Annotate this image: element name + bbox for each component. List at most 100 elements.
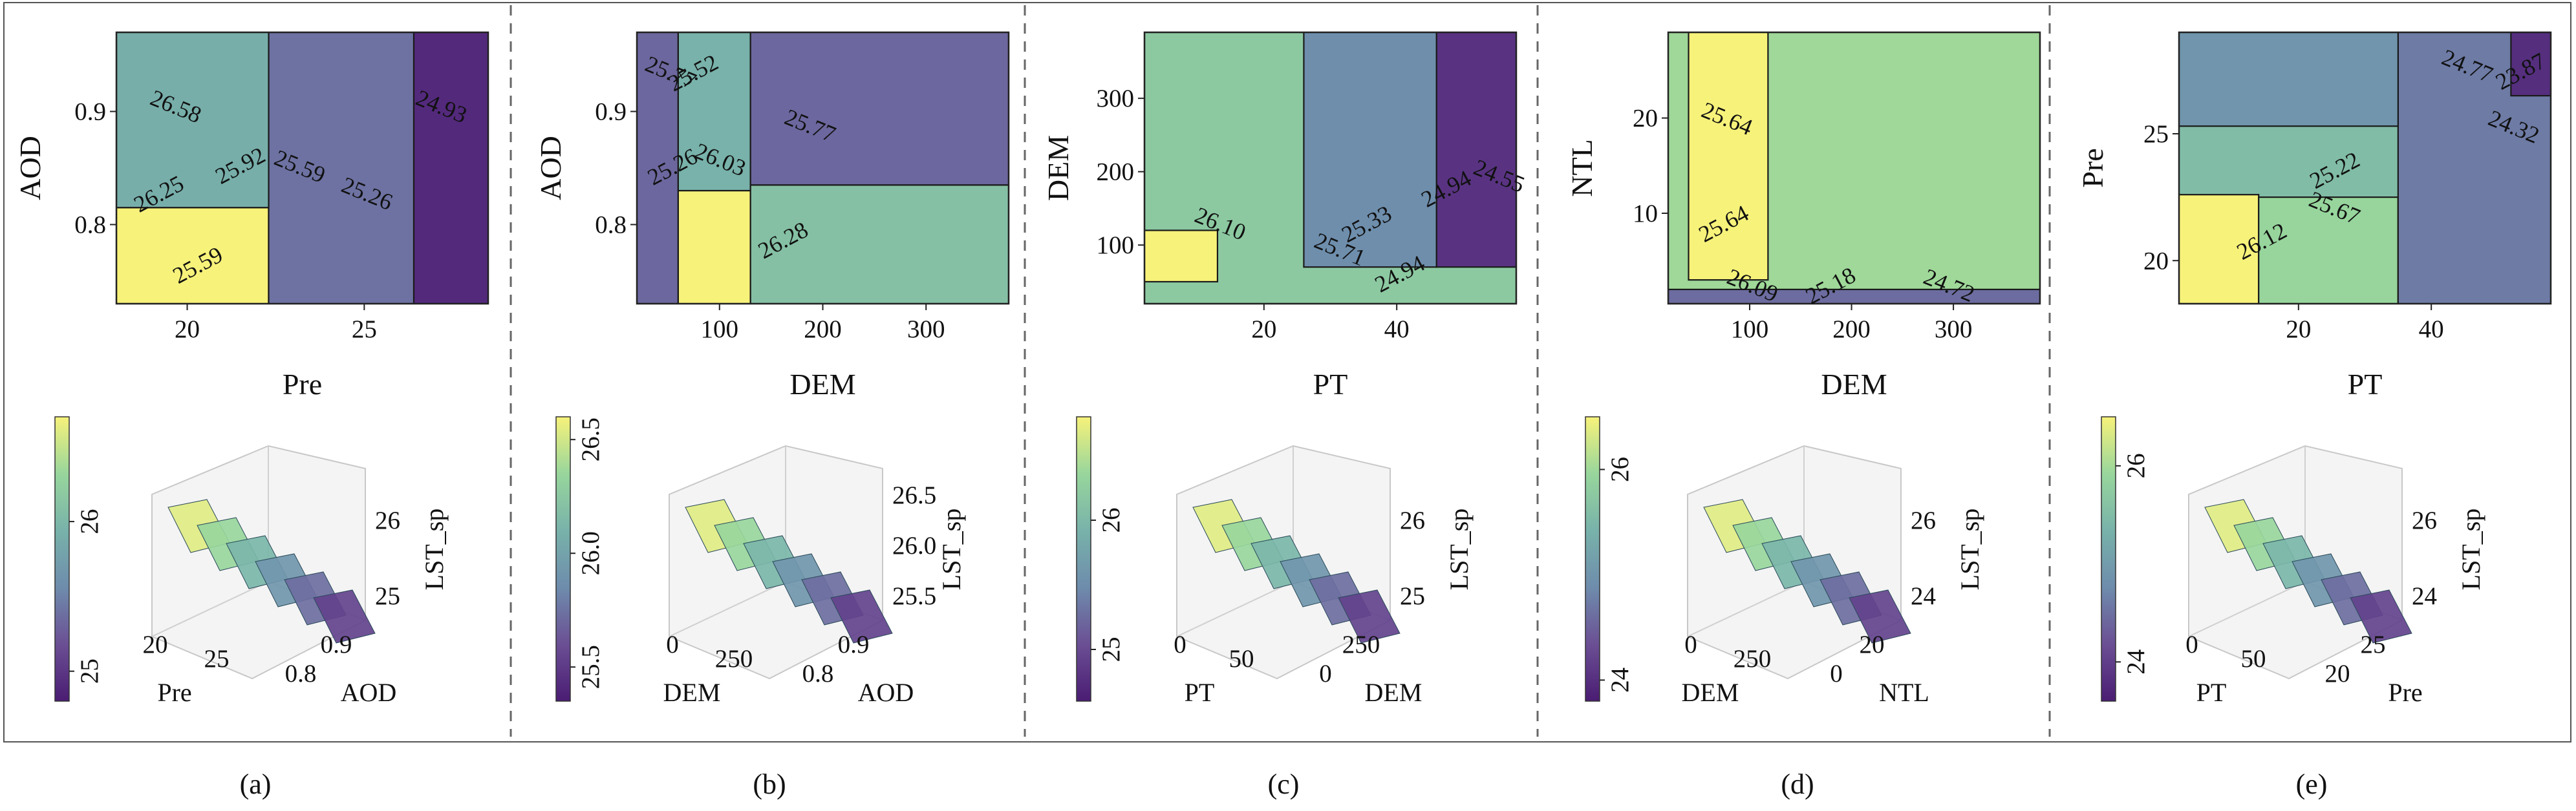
surface-z-tick-label: 25.5	[892, 582, 936, 610]
x-tick-label: 25	[352, 315, 377, 343]
colorbar	[1076, 416, 1091, 702]
surface-z-tick-label: 26	[2412, 507, 2437, 534]
surface-x-label: PT	[2196, 678, 2227, 707]
x-axis-label: DEM	[789, 368, 855, 401]
x-axis-label: Pre	[283, 368, 322, 401]
y-axis-label: NTL	[1565, 139, 1598, 196]
contour-region	[1668, 288, 2040, 304]
x-axis-label: PT	[2348, 368, 2383, 401]
colorbar	[2101, 416, 2116, 702]
surface-z-tick-label: 26	[375, 507, 400, 534]
surface-x-tick-label: 50	[2241, 645, 2266, 673]
surface-y-tick-label: 0.8	[802, 660, 834, 688]
contour-region	[116, 32, 270, 209]
contour-plot	[2179, 32, 2551, 304]
contour-region	[2179, 32, 2399, 127]
contour-region	[677, 32, 751, 192]
colorbar-tick-label: 24	[2122, 649, 2150, 675]
surface-x-tick-label: 250	[1733, 645, 1772, 673]
colorbar	[54, 416, 70, 702]
surface-y-label: Pre	[2388, 678, 2422, 707]
surface-y-tick-label: 0.9	[838, 631, 870, 658]
x-tick-label: 300	[907, 315, 945, 343]
surface-z-label: LST_sp	[2456, 509, 2485, 591]
surface-strip	[1849, 589, 1911, 644]
contour-region	[749, 184, 1009, 304]
surface-3d: 20 25 0.80.9 25 26 Pre AOD LST_sp	[143, 445, 449, 707]
surface-x-label: DEM	[663, 678, 721, 707]
surface-x-tick-label: 0	[1684, 631, 1697, 658]
contour-region	[1144, 229, 1219, 283]
surface-y-tick-label: 0	[1319, 660, 1332, 688]
y-axis-label: AOD	[534, 136, 567, 200]
y-tick-label: 0.8	[595, 211, 627, 239]
surface-z-tick-label: 24	[1911, 582, 1936, 610]
surface-x-label: DEM	[1682, 678, 1739, 707]
surface-z-tick-label: 25	[375, 582, 400, 610]
colorbar-tick-label: 26	[2122, 453, 2150, 478]
surface-3d: 0 50 20 25 24 26 PT Pre LST_sp	[2185, 445, 2485, 707]
contour-plot	[116, 32, 488, 304]
x-tick-label: 40	[1384, 315, 1410, 343]
colorbar-tick-label: 24	[1606, 668, 1634, 693]
surface-y-tick-label: 0	[1830, 660, 1843, 688]
surface-strip	[830, 589, 893, 644]
plot-frame	[1143, 31, 1518, 305]
x-tick-label: 20	[1251, 315, 1276, 343]
contour-region	[268, 32, 415, 304]
y-axis-label: DEM	[1042, 135, 1075, 201]
x-tick-label: 300	[1935, 315, 1973, 343]
x-tick-label: 40	[2419, 315, 2444, 343]
surface-y-label: AOD	[858, 678, 914, 707]
panel-caption: (c)	[1268, 768, 1300, 800]
contour-region	[1303, 32, 1437, 268]
y-tick-label: 100	[1097, 231, 1135, 259]
contour-region	[2179, 194, 2260, 304]
colorbar-tick-label: 25	[76, 658, 103, 684]
surface-x-tick-label: 0	[666, 631, 679, 658]
surface-x-tick-label: 25	[204, 645, 230, 673]
surface-z-tick-label: 26	[1400, 507, 1425, 534]
outer-border	[3, 2, 2571, 743]
panel-caption: (e)	[2296, 768, 2328, 800]
colorbar	[1585, 416, 1600, 702]
surface-x-tick-label: 250	[715, 645, 753, 673]
surface-x-tick-label: 0	[2185, 631, 2198, 658]
surface-z-tick-label: 24	[2412, 582, 2437, 610]
y-axis-label: AOD	[14, 136, 47, 200]
contour-region	[413, 32, 488, 304]
y-axis-label: Pre	[2076, 148, 2109, 187]
surface-z-tick-label: 25	[1400, 582, 1425, 610]
surface-x-tick-label: 50	[1229, 645, 1254, 673]
x-tick-label: 100	[701, 315, 739, 343]
y-tick-label: 20	[2143, 247, 2169, 275]
surface-z-tick-label: 26	[1911, 507, 1936, 534]
surface-y-label: DEM	[1365, 678, 1422, 707]
plot-frame	[115, 31, 489, 305]
x-tick-label: 200	[804, 315, 842, 343]
contour-region	[2510, 32, 2551, 97]
colorbar-tick-label: 26	[1606, 457, 1634, 482]
surface-z-tick-label: 26.5	[892, 481, 936, 509]
x-axis-label: DEM	[1821, 368, 1887, 401]
surface-x-label: PT	[1185, 678, 1215, 707]
colorbar-tick-label: 26.0	[577, 531, 605, 575]
y-tick-label: 300	[1097, 85, 1135, 112]
surface-z-label: LST_sp	[1955, 509, 1984, 591]
surface-y-tick-label: 0.8	[285, 660, 317, 688]
surface-3d: 0 50 0 250 25 26 PT DEM LST_sp	[1174, 445, 1474, 707]
colorbar-tick-label: 25.5	[577, 645, 605, 689]
figure-frame: (a) (b) (c) (d) (e)	[3, 2, 2571, 800]
surface-strip	[1338, 589, 1401, 644]
colorbar-tick-label: 26.5	[577, 417, 605, 461]
y-tick-label: 20	[1633, 105, 1658, 132]
y-tick-label: 0.8	[74, 211, 106, 239]
plot-frame	[2178, 31, 2552, 305]
surface-y-tick-label: 0.9	[321, 631, 352, 658]
contour-region	[1688, 32, 1769, 281]
